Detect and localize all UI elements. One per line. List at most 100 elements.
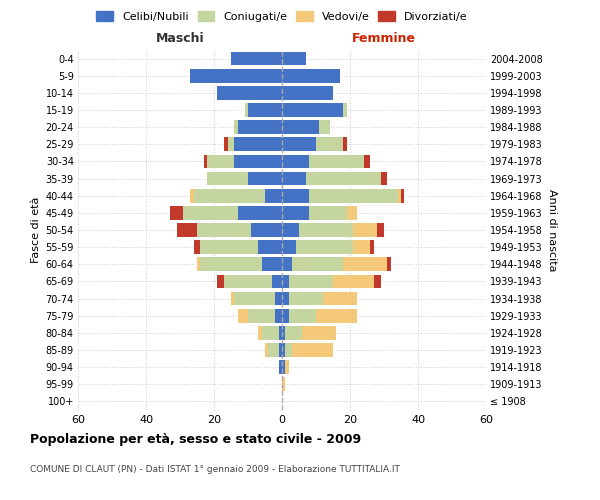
Bar [282, 69, 340, 82]
Bar [289, 292, 323, 306]
Bar [302, 326, 337, 340]
Bar [299, 223, 353, 237]
Bar [282, 120, 319, 134]
Bar [282, 258, 292, 271]
Bar [176, 223, 197, 237]
Bar [248, 103, 282, 117]
Bar [238, 309, 248, 322]
Bar [262, 258, 282, 271]
Bar [200, 258, 262, 271]
Bar [278, 343, 282, 357]
Bar [282, 343, 286, 357]
Text: Maschi: Maschi [155, 32, 205, 45]
Bar [248, 172, 282, 185]
Bar [227, 138, 235, 151]
Bar [282, 52, 306, 66]
Bar [204, 154, 207, 168]
Bar [380, 172, 388, 185]
Bar [292, 343, 333, 357]
Bar [377, 223, 384, 237]
Bar [333, 274, 374, 288]
Bar [282, 378, 286, 391]
Bar [282, 326, 286, 340]
Text: Popolazione per età, sesso e stato civile - 2009: Popolazione per età, sesso e stato civil… [30, 432, 361, 446]
Bar [275, 309, 282, 322]
Legend: Celibi/Nubili, Coniugati/e, Vedovi/e, Divorziati/e: Celibi/Nubili, Coniugati/e, Vedovi/e, Di… [93, 8, 471, 25]
Bar [207, 172, 248, 185]
Text: COMUNE DI CLAUT (PN) - Dati ISTAT 1° gennaio 2009 - Elaborazione TUTTITALIA.IT: COMUNE DI CLAUT (PN) - Dati ISTAT 1° gen… [30, 466, 400, 474]
Bar [286, 360, 289, 374]
Bar [398, 189, 401, 202]
Bar [289, 309, 316, 322]
Bar [401, 189, 404, 202]
Bar [353, 223, 377, 237]
Bar [235, 154, 282, 168]
Bar [316, 138, 343, 151]
Bar [309, 189, 398, 202]
Bar [224, 138, 227, 151]
Bar [265, 189, 282, 202]
Bar [251, 223, 282, 237]
Bar [184, 206, 238, 220]
Bar [282, 292, 289, 306]
Bar [272, 274, 282, 288]
Bar [238, 206, 282, 220]
Bar [200, 240, 258, 254]
Bar [197, 258, 200, 271]
Bar [238, 120, 282, 134]
Bar [292, 258, 343, 271]
Bar [347, 206, 357, 220]
Bar [258, 240, 282, 254]
Bar [316, 309, 357, 322]
Bar [370, 240, 374, 254]
Bar [286, 326, 302, 340]
Bar [364, 154, 370, 168]
Bar [217, 274, 224, 288]
Text: Femmine: Femmine [352, 32, 416, 45]
Bar [262, 326, 278, 340]
Bar [258, 326, 262, 340]
Bar [282, 172, 306, 185]
Bar [343, 258, 388, 271]
Bar [248, 309, 275, 322]
Bar [197, 223, 251, 237]
Bar [282, 86, 333, 100]
Bar [306, 172, 380, 185]
Bar [353, 240, 370, 254]
Bar [282, 189, 309, 202]
Bar [343, 103, 347, 117]
Bar [282, 309, 289, 322]
Bar [170, 206, 184, 220]
Bar [190, 189, 194, 202]
Bar [343, 138, 347, 151]
Bar [282, 206, 309, 220]
Bar [268, 343, 278, 357]
Bar [194, 189, 265, 202]
Bar [278, 326, 282, 340]
Bar [289, 274, 333, 288]
Bar [217, 86, 282, 100]
Bar [282, 223, 299, 237]
Bar [282, 240, 296, 254]
Y-axis label: Anni di nascita: Anni di nascita [547, 188, 557, 271]
Bar [194, 240, 200, 254]
Bar [235, 138, 282, 151]
Bar [245, 103, 248, 117]
Bar [309, 206, 347, 220]
Bar [319, 120, 329, 134]
Bar [278, 360, 282, 374]
Bar [235, 120, 238, 134]
Bar [207, 154, 235, 168]
Bar [309, 154, 364, 168]
Bar [374, 274, 380, 288]
Bar [231, 292, 235, 306]
Y-axis label: Fasce di età: Fasce di età [31, 197, 41, 263]
Bar [282, 360, 286, 374]
Bar [282, 274, 289, 288]
Bar [282, 103, 343, 117]
Bar [235, 292, 275, 306]
Bar [275, 292, 282, 306]
Bar [282, 138, 316, 151]
Bar [323, 292, 357, 306]
Bar [296, 240, 353, 254]
